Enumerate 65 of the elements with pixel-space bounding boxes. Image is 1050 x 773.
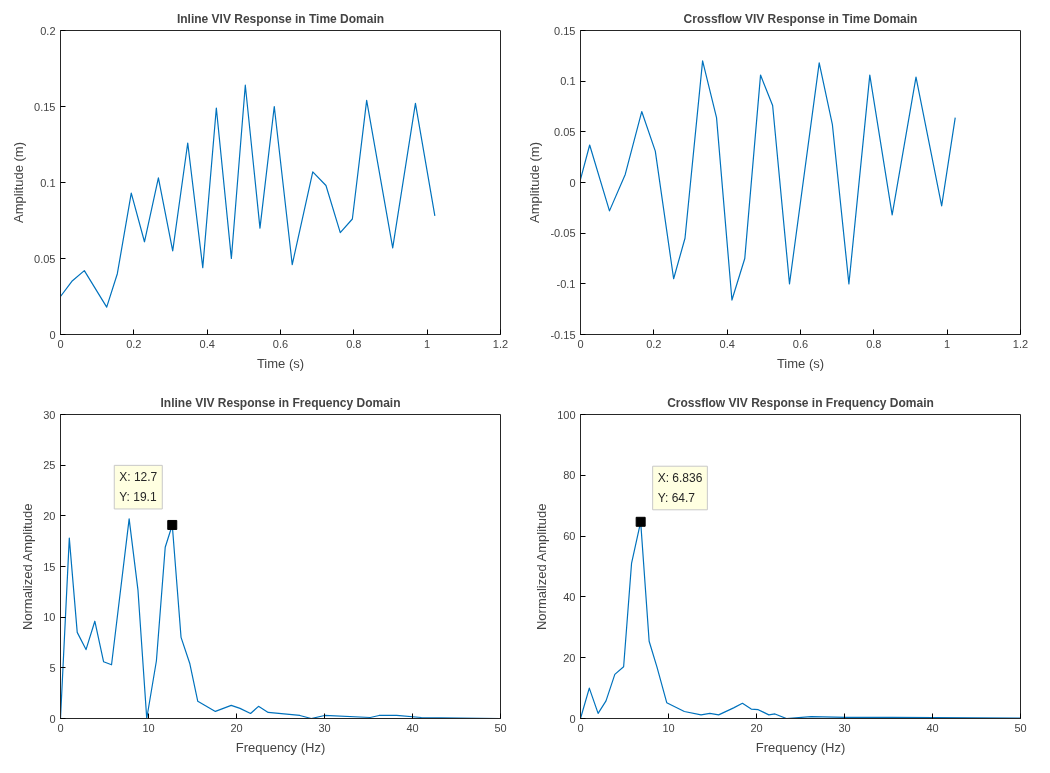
- x-tick-label: 0.8: [866, 337, 882, 350]
- y-tick-label: 0.05: [34, 252, 56, 265]
- y-tick-label: 100: [557, 408, 576, 421]
- y-tick-label: 0.1: [40, 176, 56, 189]
- x-tick-label: 0.2: [646, 337, 662, 350]
- y-tick-label: 15: [43, 560, 56, 573]
- x-tick-label: 50: [494, 721, 507, 734]
- y-tick-label: 30: [43, 408, 56, 421]
- y-axis-title: Amplitude (m): [11, 142, 27, 223]
- x-tick-label: 1: [944, 337, 951, 350]
- x-tick-label: 0.4: [719, 337, 735, 350]
- y-axis-title: Normalized Amplitude: [534, 503, 550, 631]
- x-tick-label: 20: [230, 721, 243, 734]
- y-tick-label: 0.15: [34, 100, 56, 113]
- x-tick-label: 40: [406, 721, 419, 734]
- y-tick-label: 5: [49, 661, 56, 674]
- x-tick-label: 50: [1014, 721, 1027, 734]
- x-tick-label: 10: [662, 721, 675, 734]
- y-tick-label: -0.15: [550, 328, 576, 341]
- x-tick-label: 0: [577, 721, 584, 734]
- y-tick-label: -0.1: [556, 277, 576, 290]
- annotation: X: 12.7 Y: 19.1: [119, 470, 158, 504]
- x-tick-label: 0.2: [126, 337, 142, 350]
- x-tick-label: 40: [926, 721, 939, 734]
- y-tick-label: 25: [43, 459, 56, 472]
- x-tick-label: 0.4: [199, 337, 215, 350]
- y-tick-label: 20: [43, 509, 56, 522]
- y-tick-label: 0.1: [560, 75, 576, 88]
- chart-title: Crossflow VIV Response in Frequency Domain: [667, 395, 934, 410]
- y-tick-label: 0: [569, 712, 576, 725]
- y-axis-title: Amplitude (m): [527, 142, 543, 223]
- x-tick-label: 0: [577, 337, 584, 350]
- x-tick-label: 20: [750, 721, 763, 734]
- y-tick-label: 80: [563, 469, 576, 482]
- y-tick-label: 0.15: [554, 24, 576, 37]
- chart-title: Crossflow VIV Response in Time Domain: [683, 11, 918, 26]
- x-axis-title: Time (s): [776, 355, 825, 371]
- y-tick-label: -0.05: [550, 227, 576, 240]
- x-tick-label: 0.6: [792, 337, 809, 350]
- y-tick-label: 10: [43, 611, 56, 624]
- chart-title: Inline VIV Response in Frequency Domain: [160, 395, 401, 410]
- y-tick-label: 0: [49, 712, 56, 725]
- x-axis-title: Frequency (Hz): [755, 739, 846, 755]
- annotation: X: 6.836 Y: 64.7: [657, 471, 703, 505]
- y-tick-label: 0: [569, 176, 576, 189]
- x-tick-label: 0.8: [346, 337, 362, 350]
- x-tick-label: 30: [838, 721, 851, 734]
- y-tick-label: 0.2: [40, 24, 56, 37]
- x-tick-label: 1.2: [1012, 337, 1029, 350]
- y-tick-label: 20: [563, 651, 576, 664]
- x-tick-label: 0.6: [272, 337, 289, 350]
- x-tick-label: 1: [424, 337, 431, 350]
- x-tick-label: 0: [57, 721, 64, 734]
- x-tick-label: 10: [142, 721, 155, 734]
- y-tick-label: 0.05: [554, 125, 576, 138]
- x-tick-label: 30: [318, 721, 331, 734]
- y-axis-title: Normalized Amplitude: [20, 503, 36, 631]
- x-axis-title: Frequency (Hz): [235, 739, 326, 755]
- y-tick-label: 60: [563, 530, 576, 543]
- chart-title: Inline VIV Response in Time Domain: [176, 11, 385, 26]
- y-tick-label: 40: [563, 590, 576, 603]
- y-tick-label: 0: [49, 328, 56, 341]
- x-tick-label: 1.2: [492, 337, 509, 350]
- x-axis-title: Time (s): [256, 355, 305, 371]
- x-tick-label: 0: [57, 337, 64, 350]
